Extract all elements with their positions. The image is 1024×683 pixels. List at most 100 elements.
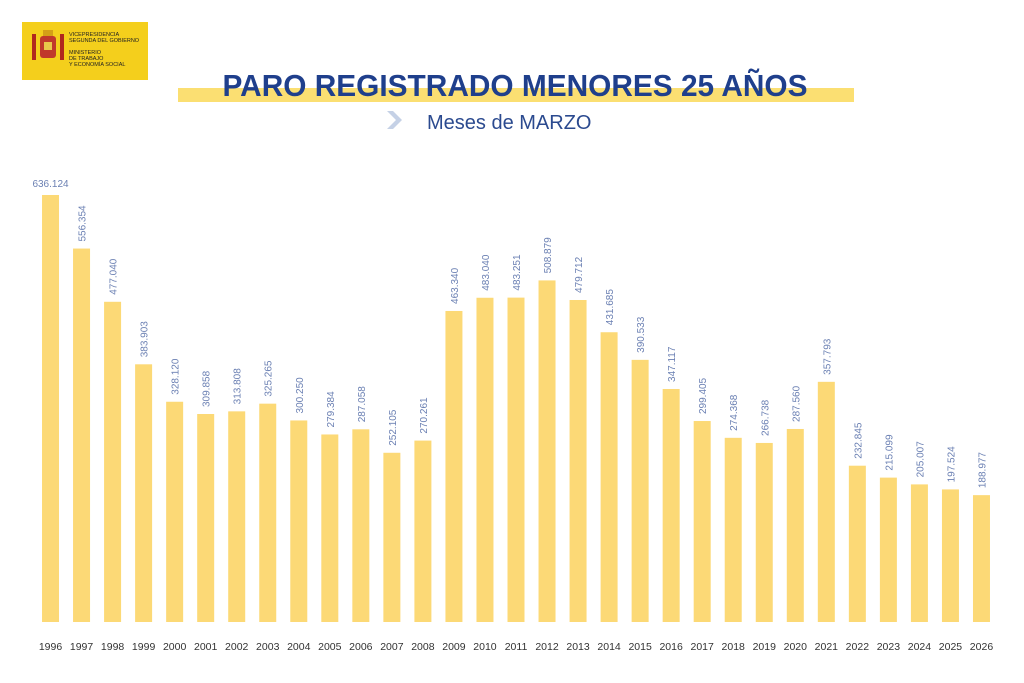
value-label: 390.533 [636,316,647,353]
x-tick-label: 2000 [163,641,187,653]
value-label: 270.261 [419,397,430,434]
x-tick-label: 2010 [473,641,497,653]
bar [476,297,494,622]
value-label: 274.368 [729,394,740,431]
value-label: 357.793 [822,338,833,375]
bar [507,297,525,622]
bar [73,248,91,622]
x-tick-label: 1996 [39,641,63,653]
bar [259,403,277,622]
x-tick-label: 2005 [318,641,342,653]
value-label: 556.354 [78,205,89,242]
value-label: 197.524 [946,446,957,483]
bar [228,411,246,622]
bar [879,477,897,622]
logo-text: DE TRABAJO [69,56,104,62]
x-tick-label: 2019 [753,641,777,653]
x-tick-label: 2006 [349,641,373,653]
x-tick-label: 2004 [287,641,311,653]
logo-text: VICEPRESIDENCIA [69,32,119,38]
x-tick-label: 2021 [815,641,839,653]
bar [600,332,618,622]
bar [910,484,928,622]
x-tick-label: 2008 [411,641,435,653]
x-tick-label: 2023 [877,641,901,653]
value-label: 309.858 [202,370,213,407]
coat-of-arms [32,30,64,60]
bar [941,489,959,622]
value-label: 328.120 [171,358,182,395]
value-label: 483.040 [481,254,492,291]
x-tick-label: 2020 [784,641,808,653]
value-label: 508.879 [543,237,554,274]
x-tick-label: 2001 [194,641,218,653]
x-tick-label: 2026 [970,641,994,653]
x-tick-label: 2016 [659,641,683,653]
value-label: 300.250 [295,377,306,414]
bar [724,437,742,622]
x-tick-label: 2022 [846,641,870,653]
value-label: 299.405 [698,377,709,414]
bar [569,299,587,622]
x-tick-label: 2003 [256,641,280,653]
bar [197,414,215,622]
bar [538,280,556,622]
chart-title: PARO REGISTRADO MENORES 25 AÑOS [223,68,808,103]
x-tick-label: 2002 [225,641,249,653]
x-tick-label: 2007 [380,641,404,653]
value-label: 188.977 [977,452,988,489]
bar [290,420,308,622]
x-tick-label: 2009 [442,641,466,653]
value-label: 279.384 [326,391,337,428]
value-label: 477.040 [109,258,120,295]
x-tick-label: 2011 [505,641,528,653]
bar [414,440,432,622]
value-label: 252.105 [388,409,399,446]
bar [104,301,122,622]
bar [383,452,401,622]
x-tick-label: 2014 [597,641,621,653]
value-label: 313.808 [233,368,244,405]
x-tick-label: 2017 [691,641,715,653]
bar [972,495,990,622]
bar [321,434,339,622]
value-label: 232.845 [853,422,864,459]
logo-text: SEGUNDA DEL GOBIERNO [69,38,140,44]
bar [786,428,804,622]
x-tick-label: 1998 [101,641,125,653]
x-tick-label: 2024 [908,641,932,653]
x-tick-label: 1999 [132,641,156,653]
value-label: 431.685 [605,289,616,326]
value-label: 347.117 [667,346,678,382]
bar [166,401,184,622]
value-label: 205.007 [915,441,926,478]
value-label: 383.903 [140,321,151,358]
value-label: 215.099 [884,434,895,471]
title-band [178,88,854,102]
x-tick-label: 2018 [722,641,746,653]
bar [817,381,835,622]
bar [848,465,866,622]
value-label: 287.560 [791,385,802,422]
logo-text: MINISTERIO [69,50,102,56]
x-tick-label: 1997 [70,641,94,653]
x-tick-label: 2025 [939,641,963,653]
bar [352,429,370,622]
value-label: 266.738 [760,399,771,436]
value-label: 636.124 [32,179,69,190]
bar [135,364,153,622]
logo-text: Y ECONOMÍA SOCIAL [69,61,125,68]
bar [631,359,649,622]
value-label: 479.712 [574,256,585,293]
x-tick-label: 2015 [628,641,652,653]
bar [693,421,711,622]
chevron [387,111,402,129]
value-label: 463.340 [450,267,461,304]
value-label: 483.251 [512,254,523,291]
x-tick-label: 2013 [566,641,590,653]
bar [662,388,680,622]
bar [42,195,60,622]
bar [445,310,463,622]
bar [755,442,773,622]
value-label: 287.058 [357,386,368,423]
